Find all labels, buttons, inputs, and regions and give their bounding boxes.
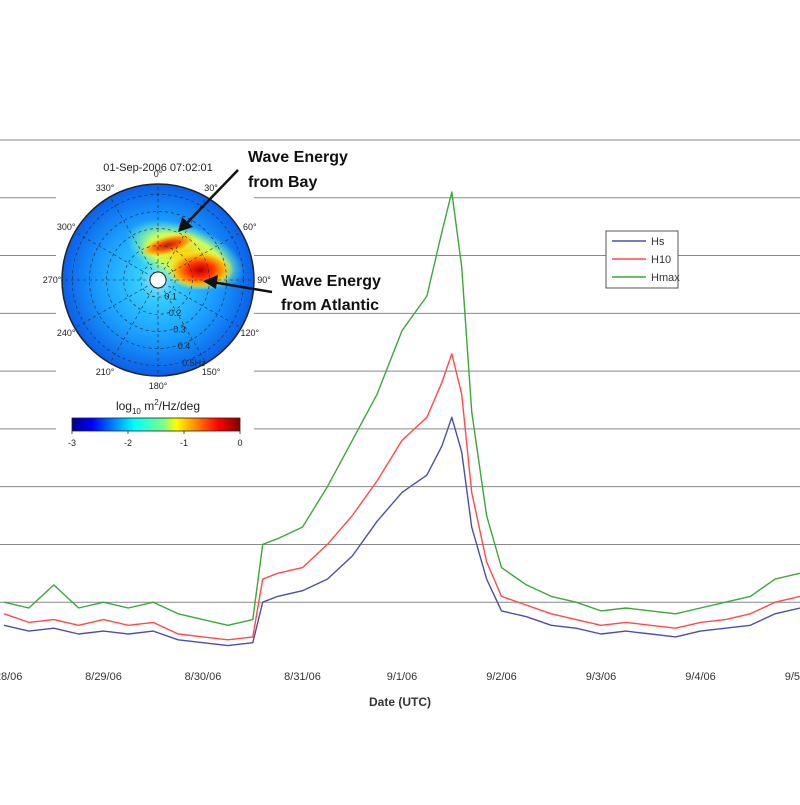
spectrum-unit-label: log10 m2/Hz/deg (116, 398, 200, 416)
polar-center (149, 271, 167, 289)
polar-spoke-4 (157, 279, 242, 329)
x-tick-label-1: 8/29/06 (85, 671, 122, 683)
unit-mid: m (141, 399, 154, 413)
direction-label-3: 90° (257, 275, 271, 285)
annotation-bay-line2: from Bay (248, 174, 317, 191)
arrow-atlantic-head (203, 275, 218, 289)
polar-spokes (62, 184, 254, 376)
polar-spoke-7 (109, 279, 159, 364)
x-tick-label-8: 9/5/06 (785, 671, 800, 683)
polar-ring-1 (140, 262, 176, 298)
frequency-label-0: 0.1 (164, 292, 177, 302)
annotation-atlantic-line2: from Atlantic (281, 297, 379, 314)
spectrum-inset: 01-Sep-2006 07:02:01 0° 30° 60° 90° 120° 150°… (43, 156, 272, 456)
direction-label-0: 0° (154, 169, 163, 179)
unit-suffix: /Hz/deg (159, 399, 200, 413)
legend-label-h10: H10 (651, 254, 671, 266)
legend-label-hmax: Hmax (651, 272, 680, 284)
polar-spoke-2 (157, 231, 242, 281)
direction-label-11: 330° (96, 183, 115, 193)
series-line-h10 (3, 353, 800, 641)
colorbar-tick-label-3: 0 (237, 438, 242, 448)
direction-label-10: 300° (57, 222, 76, 232)
polar-spoke-10 (74, 231, 159, 281)
arrow-bay-line (183, 169, 239, 227)
direction-label-2: 60° (243, 222, 257, 232)
direction-label-7: 210° (96, 367, 115, 377)
direction-label-8: 240° (57, 328, 76, 338)
energy-region-bay-core (138, 232, 198, 258)
x-axis-label: Date (UTC) (369, 695, 431, 709)
x-tick-label-3: 8/31/06 (284, 671, 321, 683)
x-axis-ticks: 8/28/06 8/29/06 8/30/06 8/31/06 9/1/06 9/2/06… (0, 671, 800, 683)
polar-ring-2 (123, 245, 193, 315)
colorbar-tick-label-2: -1 (180, 438, 188, 448)
frequency-label-3: 0.4 (178, 341, 191, 351)
frequency-label-4: 0.5Hz (182, 358, 206, 368)
x-tick-label-2: 8/30/06 (185, 671, 222, 683)
colorbar-ticks: -3 -2 -1 0 (68, 431, 243, 448)
direction-label-9: 270° (43, 275, 62, 285)
series-lines (3, 191, 800, 647)
polar-spoke-5 (157, 279, 207, 364)
frequency-label-2: 0.3 (173, 325, 186, 335)
frequency-labels: 0.1 0.2 0.3 0.4 0.5Hz (164, 292, 206, 368)
legend: Hs H10 Hmax (605, 230, 680, 289)
annotation-bay: Wave Energy from Bay (178, 149, 348, 232)
annotation-bay-line1: Wave Energy (248, 149, 348, 166)
series-line-hs (3, 416, 800, 647)
annotation-atlantic: Wave Energy from Atlantic (203, 273, 381, 314)
arrow-atlantic-line (211, 280, 273, 294)
series-line-hmax (3, 191, 800, 626)
colorbar (71, 417, 241, 432)
polar-spoke-11 (109, 196, 159, 281)
direction-label-5: 150° (202, 367, 221, 377)
x-tick-label-6: 9/3/06 (586, 671, 617, 683)
arrow-bay-head (178, 217, 193, 232)
x-tick-label-4: 9/1/06 (387, 671, 418, 683)
direction-label-1: 30° (204, 183, 218, 193)
frequency-label-1: 0.2 (169, 308, 182, 318)
unit-sub: 10 (132, 407, 141, 416)
unit-prefix: log (116, 399, 132, 413)
legend-label-hs: Hs (651, 236, 665, 248)
polar-spoke-8 (74, 279, 159, 329)
direction-label-6: 180° (149, 381, 168, 391)
spectrum-timestamp: 01-Sep-2006 07:02:01 (103, 162, 212, 174)
direction-labels: 0° 30° 60° 90° 120° 150° 180° 210° 240° 270° 300° 3… (43, 169, 272, 391)
colorbar-tick-label-1: -2 (124, 438, 132, 448)
colorbar-tick-label-0: -3 (68, 438, 76, 448)
unit-sup: 2 (154, 398, 159, 407)
direction-label-4: 120° (240, 328, 259, 338)
x-tick-label-7: 9/4/06 (685, 671, 716, 683)
x-tick-label-5: 9/2/06 (486, 671, 517, 683)
x-tick-label-0: 8/28/06 (0, 671, 22, 683)
annotation-atlantic-line1: Wave Energy (281, 273, 381, 290)
